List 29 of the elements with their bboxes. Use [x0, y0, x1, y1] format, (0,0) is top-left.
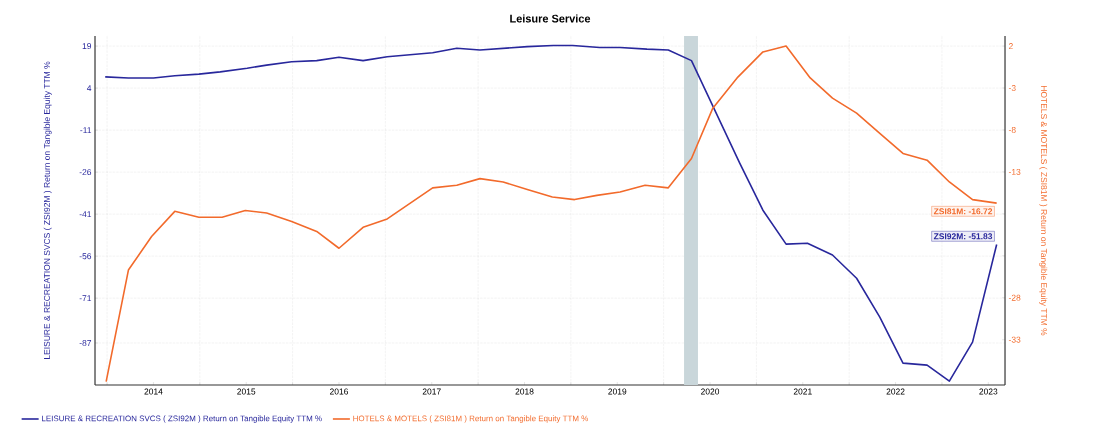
data-label: ZSI92M: -51.83 [933, 233, 993, 240]
chart-title: Leisure Service [510, 14, 591, 23]
y2-tick-label: -13 [1008, 168, 1021, 175]
x-tick-label: 2020 [701, 388, 720, 395]
x-tick-label: 2017 [422, 388, 441, 395]
y2-axis-title: HOTELS & MOTELS ( ZSI81M ) Return on Tangible Equity TTM % [1039, 86, 1048, 336]
y2-tick-label: -33 [1008, 336, 1021, 343]
y-tick-label: -41 [79, 211, 92, 218]
x-tick-label: 2022 [886, 388, 905, 395]
y-axis-title: LEISURE & RECREATION SVCS ( ZSI92M ) Return on Tangible Equity TTM % [43, 61, 52, 359]
y-tick-label: 19 [82, 43, 92, 50]
x-tick-label: 2023 [979, 388, 998, 395]
x-tick-label: 2019 [608, 388, 627, 395]
y-tick-label: -87 [79, 339, 92, 346]
y-tick-label: -71 [79, 295, 92, 302]
y2-tick-label: -28 [1008, 294, 1021, 301]
x-tick-label: 2018 [515, 388, 534, 395]
x-tick-label: 2014 [144, 388, 163, 395]
x-tick-label: 2021 [793, 388, 812, 395]
y-tick-label: -26 [79, 169, 92, 176]
y2-tick-label: -3 [1008, 85, 1016, 91]
x-tick-label: 2015 [237, 388, 256, 395]
y-tick-label: 4 [86, 85, 92, 92]
y-tick-label: -56 [79, 253, 92, 260]
x-tick-label: 2016 [329, 388, 349, 395]
y-tick-label: -11 [80, 127, 92, 134]
y2-tick-label: 2 [1008, 43, 1013, 50]
data-label: ZSI81M: -16.72 [933, 208, 993, 215]
y2-tick-label: -8 [1008, 126, 1016, 133]
